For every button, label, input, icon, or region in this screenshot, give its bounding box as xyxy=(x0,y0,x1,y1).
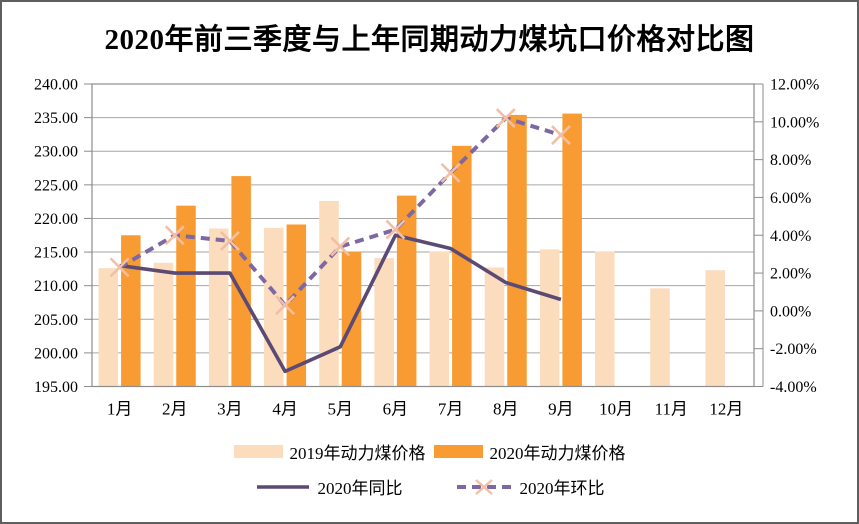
chart-title: 2020年前三季度与上年同期动力煤坑口价格对比图 xyxy=(104,24,755,56)
bar-2020-9月 xyxy=(562,113,582,387)
left-axis-label: 220.00 xyxy=(34,211,78,228)
bar-2020-7月 xyxy=(452,145,472,387)
bar-2019-10月 xyxy=(595,251,615,387)
month-label: 4月 xyxy=(272,400,298,419)
line-mom xyxy=(118,115,562,309)
month-label: 5月 xyxy=(328,400,354,419)
bar-2020-4月 xyxy=(286,224,307,387)
bar-2019-7月 xyxy=(429,251,450,387)
legend-line-dashed-icon xyxy=(456,478,511,495)
bar-2019-12月 xyxy=(705,270,725,387)
left-axis-label: 225.00 xyxy=(34,177,78,194)
left-axis-label: 200.00 xyxy=(34,345,78,362)
x-marker-icon xyxy=(219,231,240,251)
right-axis-label: 2.00% xyxy=(770,266,811,283)
plot-area: 240.00 235.00 230.00 225.00 220.00 215.00 210.… xyxy=(34,77,819,419)
bar-2020-6月 xyxy=(396,195,417,387)
bar-2019-11月 xyxy=(650,288,670,387)
x-marker-icon xyxy=(550,125,571,145)
left-axis-label: 230.00 xyxy=(34,144,78,161)
right-axis-label: 12.00% xyxy=(770,77,819,94)
month-label: 11月 xyxy=(655,400,688,419)
left-axis-label: 235.00 xyxy=(34,110,78,127)
month-label: 12月 xyxy=(709,400,743,419)
legend-item-2019-price: 2019年动力煤价格 xyxy=(233,439,426,464)
left-axis-label: 210.00 xyxy=(34,278,78,295)
legend-row-lines: 2020年同比 2020年环比 xyxy=(255,474,605,499)
right-axis-label: 4.00% xyxy=(770,228,811,245)
legend-swatch-2020 xyxy=(433,445,483,458)
month-label: 9月 xyxy=(548,400,574,419)
legend-label-2020: 2020年动力煤价格 xyxy=(489,444,626,463)
legend-label-2019: 2019年动力煤价格 xyxy=(289,444,426,463)
x-marker-icon xyxy=(440,162,461,183)
legend-item-yoy: 2020年同比 xyxy=(255,474,403,499)
legend-item-2020-price: 2020年动力煤价格 xyxy=(433,439,626,464)
bar-2019-5月 xyxy=(319,200,339,387)
bar-2019-9月 xyxy=(539,249,560,387)
bar-2020-8月 xyxy=(507,114,527,387)
month-label: 1月 xyxy=(107,400,133,419)
bar-2020-2月 xyxy=(176,205,196,387)
legend: 2019年动力煤价格 2020年动力煤价格 2020年同比 2020年环比 xyxy=(2,439,857,499)
month-label: 2月 xyxy=(162,400,188,419)
legend-item-mom: 2020年环比 xyxy=(455,474,605,499)
month-label: 6月 xyxy=(383,400,409,419)
month-label: 7月 xyxy=(438,400,464,419)
bar-2019-2月 xyxy=(153,262,174,387)
legend-row-bars: 2019年动力煤价格 2020年动力煤价格 xyxy=(233,439,626,464)
right-axis-label: -4.00% xyxy=(770,379,817,396)
plot-border xyxy=(91,83,755,388)
right-axis-label: 8.00% xyxy=(770,152,811,169)
month-label: 8月 xyxy=(493,400,519,419)
x-marker-icon xyxy=(164,225,185,246)
bar-2019-4月 xyxy=(264,227,284,387)
bar-2019-8月 xyxy=(484,267,505,387)
bar-2019-3月 xyxy=(208,228,229,387)
legend-line-solid-icon xyxy=(256,484,309,489)
month-label: 10月 xyxy=(599,400,633,419)
x-marker-icon xyxy=(495,108,516,128)
right-axis-label: 0.00% xyxy=(770,303,811,320)
left-axis-label: 240.00 xyxy=(34,77,78,94)
bar-2019-6月 xyxy=(374,258,394,387)
left-axis-label: 205.00 xyxy=(34,312,78,329)
legend-label-yoy: 2020年同比 xyxy=(317,479,403,498)
right-axis-label: 6.00% xyxy=(770,190,811,207)
x-marker-icon xyxy=(330,236,351,257)
x-marker-icon xyxy=(109,257,130,278)
bar-2020-5月 xyxy=(341,252,362,387)
x-marker-icon xyxy=(275,295,296,316)
right-axis-label: -2.00% xyxy=(770,341,817,358)
bar-2020-3月 xyxy=(231,176,251,387)
legend-x-marker-icon xyxy=(474,478,493,495)
line-yoy xyxy=(119,233,562,374)
month-label: 3月 xyxy=(217,400,243,419)
legend-label-mom: 2020年环比 xyxy=(519,479,605,498)
x-marker-icon xyxy=(385,219,406,240)
right-axis-label: 10.00% xyxy=(770,114,819,131)
legend-swatch-2019 xyxy=(233,445,283,458)
left-axis-label: 215.00 xyxy=(34,245,78,262)
bar-2019-1月 xyxy=(98,268,119,387)
left-axis-label: 195.00 xyxy=(34,379,78,396)
